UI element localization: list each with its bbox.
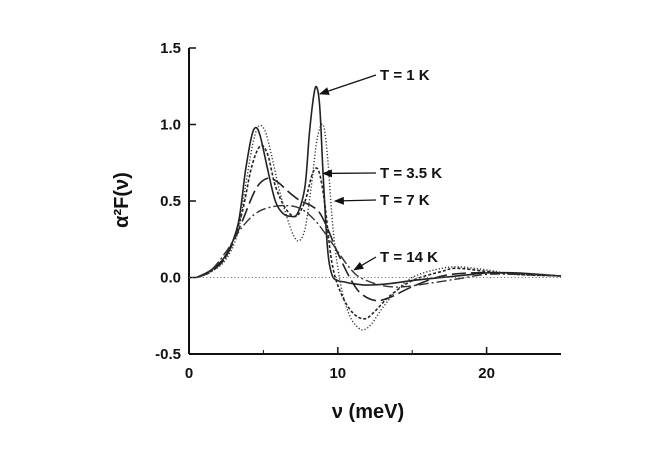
y-tick-label: 0.0	[160, 270, 181, 287]
x-tick-label: 0	[185, 365, 193, 382]
x-ticks: 0 10 20	[185, 347, 495, 382]
x-axis-title: ν (meV)	[332, 401, 404, 423]
y-tick-label: 1.5	[160, 40, 181, 57]
annotation-layer: T = 1 K T = 3.5 K T = 7 K T = 14 K	[319, 67, 442, 271]
series-line-dotted	[196, 123, 562, 331]
annotation-label: T = 7 K	[380, 192, 430, 209]
series-layer	[189, 85, 562, 331]
series-line-solid	[196, 85, 562, 286]
x-tick-label: 10	[329, 365, 346, 382]
annotation-arrow	[353, 256, 377, 271]
annotation-label: T = 1 K	[380, 67, 430, 84]
y-tick-label: 1.0	[160, 117, 181, 134]
x-tick-label: 20	[478, 365, 495, 382]
series-line-long-dash	[196, 177, 562, 302]
series-line-short-dash	[196, 144, 562, 320]
annotation-label: T = 3.5 K	[380, 165, 442, 182]
y-tick-label: -0.5	[155, 346, 181, 363]
y-tick-label: 0.5	[160, 193, 181, 210]
annotation-label: T = 14 K	[380, 249, 438, 266]
y-axis-title: α²F(ν)	[111, 172, 133, 228]
annotation-arrow	[333, 196, 377, 205]
series-line-dash-dot	[196, 204, 562, 288]
annotation-arrow	[319, 74, 377, 95]
